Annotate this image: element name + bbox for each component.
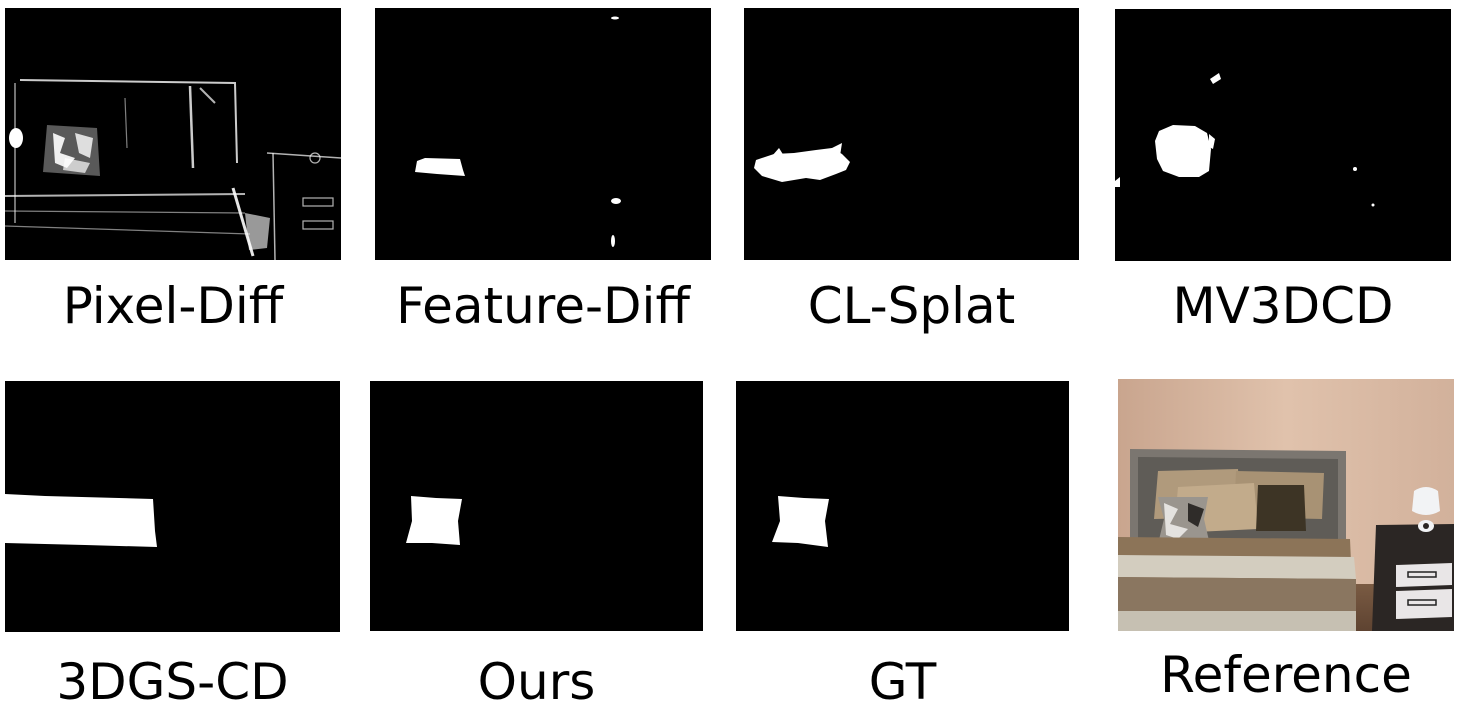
mv3dcd-mask-graphic: [1115, 9, 1451, 261]
gt-mask-graphic: [736, 381, 1069, 631]
mv3dcd-mask: [1115, 9, 1451, 261]
3dgs-cd-label: 3DGS-CD: [5, 652, 340, 712]
feature-diff-mask-graphic: [375, 8, 711, 260]
pixel-diff-label: Pixel-Diff: [5, 276, 341, 336]
3dgs-cd-mask: [5, 381, 340, 632]
3dgs-cd-mask-graphic: [5, 381, 340, 632]
ours-mask-graphic: [370, 381, 703, 631]
mv3dcd-label: MV3DCD: [1115, 276, 1451, 336]
gt-label: GT: [736, 652, 1069, 712]
pixel-diff-mask: [5, 8, 341, 260]
feature-diff-mask: [375, 8, 711, 260]
reference-image: [1118, 379, 1454, 631]
pixel-diff-mask-graphic: [5, 8, 341, 260]
ours-mask: [370, 381, 703, 631]
reference-label: Reference: [1118, 645, 1454, 705]
feature-diff-label: Feature-Diff: [375, 276, 711, 336]
reference-bedroom-scene: [1118, 379, 1454, 631]
cl-splat-label: CL-Splat: [744, 276, 1079, 336]
gt-mask: [736, 381, 1069, 631]
cl-splat-mask-graphic: [744, 8, 1079, 260]
ours-label: Ours: [370, 652, 703, 712]
cl-splat-mask: [744, 8, 1079, 260]
